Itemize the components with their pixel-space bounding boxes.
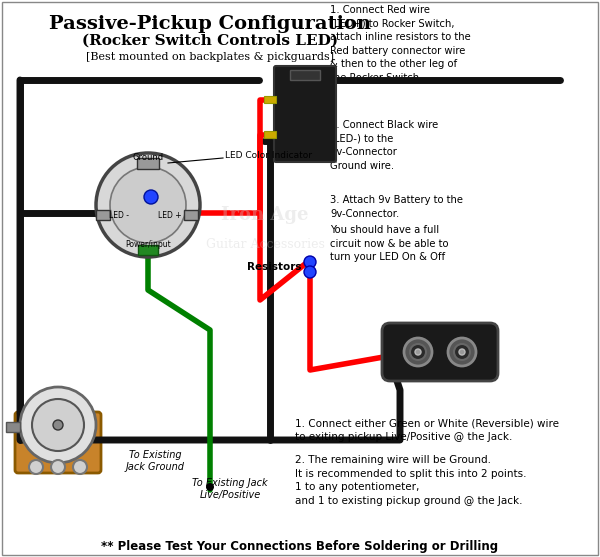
- Text: LED Color Indicator: LED Color Indicator: [225, 150, 312, 159]
- FancyBboxPatch shape: [382, 323, 498, 381]
- Circle shape: [20, 387, 96, 463]
- Circle shape: [304, 256, 316, 268]
- Text: Resistors: Resistors: [248, 262, 302, 272]
- Circle shape: [29, 460, 43, 474]
- Bar: [137, 158, 159, 169]
- Circle shape: [51, 460, 65, 474]
- Circle shape: [304, 266, 316, 278]
- Circle shape: [404, 338, 432, 366]
- Text: To Existing Jack
Live/Positive: To Existing Jack Live/Positive: [192, 478, 268, 500]
- Bar: [138, 245, 158, 255]
- FancyBboxPatch shape: [274, 66, 336, 162]
- Text: Ground: Ground: [133, 153, 164, 162]
- Text: Iron Age: Iron Age: [221, 206, 309, 224]
- Text: To Existing
Jack Ground: To Existing Jack Ground: [125, 450, 185, 472]
- Text: 1. Connect Red wire
(LED+) to Rocker Switch,
attach inline resistors to the
Red : 1. Connect Red wire (LED+) to Rocker Swi…: [330, 5, 471, 83]
- Text: Passive-Pickup Configuration: Passive-Pickup Configuration: [49, 15, 371, 33]
- Bar: [264, 96, 276, 103]
- Text: (Rocker Switch Controls LED): (Rocker Switch Controls LED): [82, 34, 338, 48]
- Bar: [96, 210, 110, 220]
- Circle shape: [454, 344, 470, 360]
- Circle shape: [96, 153, 200, 257]
- Text: Power/input: Power/input: [125, 240, 171, 249]
- Bar: [184, 210, 198, 220]
- Bar: [6, 422, 20, 432]
- Circle shape: [32, 399, 84, 451]
- Circle shape: [144, 190, 158, 204]
- Circle shape: [206, 483, 214, 491]
- Text: You should have a full
circuit now & be able to
turn your LED On & Off: You should have a full circuit now & be …: [330, 225, 449, 262]
- Text: LED -: LED -: [109, 212, 129, 221]
- Text: 2. Connect Black wire
(LED-) to the
9v-Connector
Ground wire.: 2. Connect Black wire (LED-) to the 9v-C…: [330, 120, 438, 171]
- Text: 2. The remaining wire will be Ground.
It is recommended to split this into 2 poi: 2. The remaining wire will be Ground. It…: [295, 455, 527, 506]
- Text: Guitar Accessories: Guitar Accessories: [206, 238, 325, 252]
- Text: [Best mounted on backplates & pickguards]: [Best mounted on backplates & pickguards…: [86, 52, 334, 62]
- FancyBboxPatch shape: [15, 412, 101, 473]
- Circle shape: [53, 420, 63, 430]
- Circle shape: [415, 349, 421, 355]
- Text: LED +: LED +: [158, 212, 182, 221]
- Text: 1. Connect either Green or White (Reversible) wire
to exiting pickup Live/Positi: 1. Connect either Green or White (Revers…: [295, 418, 559, 442]
- Circle shape: [110, 167, 186, 243]
- Circle shape: [448, 338, 476, 366]
- Text: 3. Attach 9v Battery to the
9v-Connector.: 3. Attach 9v Battery to the 9v-Connector…: [330, 195, 463, 218]
- Circle shape: [410, 344, 426, 360]
- Text: ** Please Test Your Connections Before Soldering or Drilling: ** Please Test Your Connections Before S…: [101, 540, 499, 553]
- Circle shape: [459, 349, 465, 355]
- Circle shape: [73, 460, 87, 474]
- Bar: [290, 70, 320, 80]
- Bar: [264, 131, 276, 138]
